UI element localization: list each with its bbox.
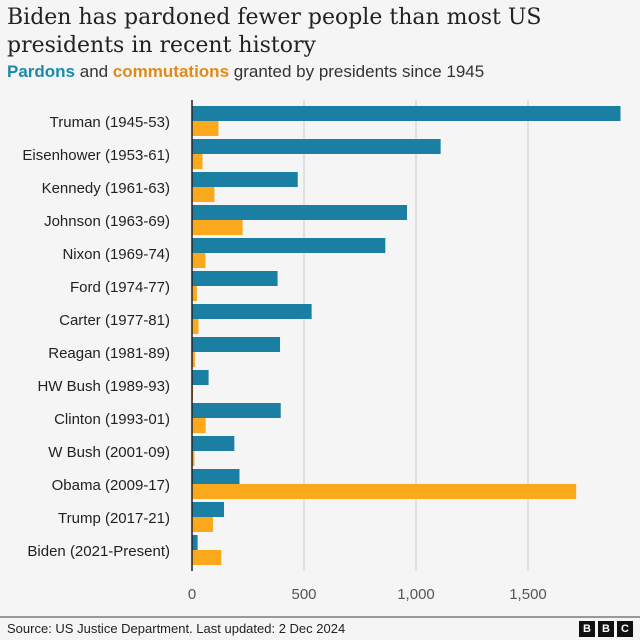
bar-pardons [192, 403, 281, 418]
category-label: Nixon (1969-74) [62, 246, 170, 263]
bar-pardons [192, 205, 408, 220]
category-label: HW Bush (1989-93) [37, 378, 170, 395]
x-tick-label: 0 [188, 586, 196, 603]
category-label: W Bush (2001-09) [48, 444, 170, 461]
bar-commutations [192, 220, 243, 235]
bar-commutations [192, 550, 222, 565]
bar-pardons [192, 469, 240, 484]
bar-commutations [192, 451, 195, 466]
category-label: Trump (2017-21) [58, 510, 170, 527]
category-label: Truman (1945-53) [50, 114, 170, 131]
bar-pardons [192, 139, 441, 154]
bar-commutations [192, 319, 199, 334]
category-label: Eisenhower (1953-61) [22, 147, 170, 164]
category-label: Biden (2021-Present) [27, 543, 170, 560]
chart-title: Biden has pardoned fewer people than mos… [7, 5, 542, 58]
footer-divider [0, 616, 640, 618]
bar-pardons [192, 106, 621, 121]
category-label: Obama (2009-17) [52, 477, 170, 494]
bar-pardons [192, 304, 312, 319]
bar-pardons [192, 535, 198, 550]
bar-commutations [192, 253, 206, 268]
category-label: Kennedy (1961-63) [42, 180, 170, 197]
bar-pardons [192, 502, 225, 517]
x-tick-label: 500 [291, 586, 316, 603]
bar-commutations [192, 121, 219, 136]
category-label: Ford (1974-77) [70, 279, 170, 296]
source-note: Source: US Justice Department. Last upda… [7, 621, 346, 636]
bar-pardons [192, 370, 209, 385]
bar-commutations [192, 187, 215, 202]
legend-commutations: commutations [112, 62, 230, 81]
chart-subtitle: Pardons and commutations granted by pres… [7, 62, 484, 82]
subtitle-rest: granted by presidents since 1945 [229, 62, 485, 81]
bar-commutations [192, 154, 203, 169]
bar-pardons [192, 172, 298, 187]
bar-commutations [192, 352, 195, 367]
category-label: Johnson (1963-69) [44, 213, 170, 230]
category-label: Reagan (1981-89) [48, 345, 170, 362]
bar-pardons [192, 337, 281, 352]
bar-commutations [192, 517, 214, 532]
bar-pardons [192, 238, 386, 253]
bar-commutations [192, 484, 577, 499]
bar-commutations [192, 286, 197, 301]
category-label: Carter (1977-81) [59, 312, 170, 329]
bar-commutations [192, 418, 206, 433]
x-tick-label: 1,000 [397, 586, 435, 603]
x-tick-label: 1,500 [509, 586, 547, 603]
subtitle-and: and [75, 62, 113, 81]
bar-pardons [192, 436, 235, 451]
category-label: Clinton (1993-01) [54, 411, 170, 428]
legend-pardons: Pardons [7, 62, 76, 81]
bar-pardons [192, 271, 278, 286]
